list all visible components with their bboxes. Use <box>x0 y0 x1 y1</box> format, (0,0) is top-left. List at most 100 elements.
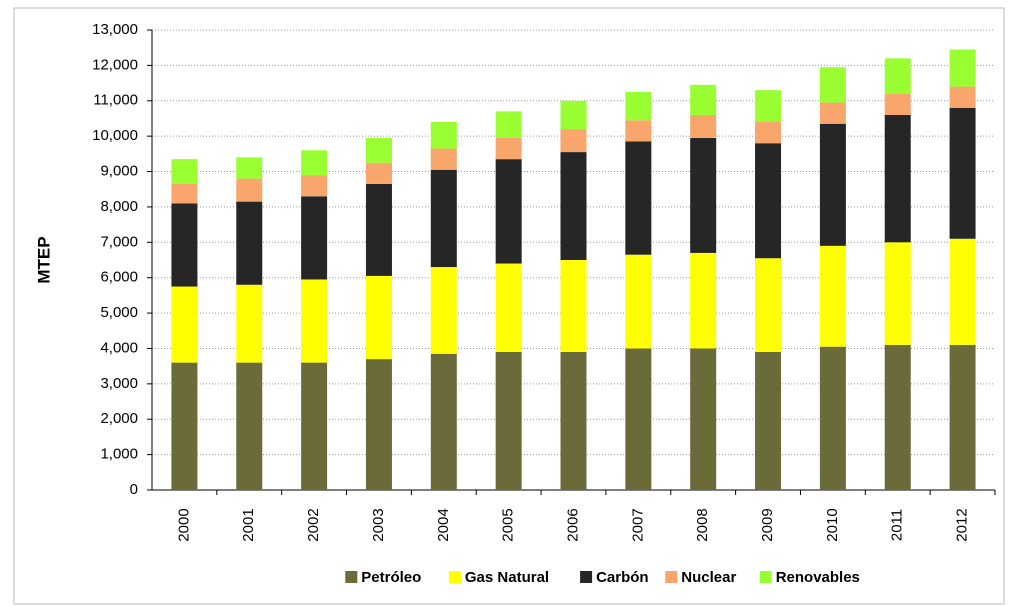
bar-segment <box>171 286 198 363</box>
x-tick-label: 2011 <box>889 509 906 541</box>
bar-segment <box>755 90 782 122</box>
bar-segment <box>819 67 846 103</box>
legend-swatch <box>345 571 358 583</box>
bar-segment <box>171 203 198 287</box>
y-tick-label: 13,000 <box>92 21 138 38</box>
bar-segment <box>236 201 263 285</box>
bar-segment <box>171 159 198 184</box>
y-tick-label: 9,000 <box>100 163 138 180</box>
y-tick-label: 11,000 <box>93 92 138 109</box>
y-tick-label: 2,000 <box>100 410 138 427</box>
y-tick-label: 5,000 <box>100 304 138 321</box>
legend-label: Petróleo <box>361 569 421 586</box>
bar-segment <box>365 359 392 490</box>
x-tick-label: 2009 <box>759 508 776 541</box>
bar-segment <box>365 162 392 184</box>
bar-segment <box>495 159 522 264</box>
x-tick-label: 2002 <box>305 508 322 541</box>
bar-segment <box>495 137 522 160</box>
bar-segment <box>819 346 846 490</box>
x-tick-label: 2005 <box>500 508 517 541</box>
bar-segment <box>819 102 846 124</box>
legend-swatch <box>580 571 593 583</box>
bar-segment <box>690 137 717 253</box>
legend-label: Carbón <box>596 569 649 586</box>
bar-segment <box>560 100 587 130</box>
bar-segment <box>236 362 263 490</box>
x-tick-label: 2008 <box>694 508 711 541</box>
bar-segment <box>690 114 717 138</box>
bar-segment <box>884 93 911 115</box>
x-tick-label: 2004 <box>435 508 452 541</box>
bar-segment <box>560 260 587 352</box>
bar-segment <box>625 120 652 142</box>
bar-segment <box>625 254 652 349</box>
bar-segment <box>690 252 717 349</box>
y-tick-label: 0 <box>130 481 138 498</box>
legend-swatch <box>448 571 461 583</box>
bar-segment <box>236 284 263 363</box>
x-tick-label: 2001 <box>240 508 257 541</box>
bar-segment <box>495 352 522 490</box>
bar-segment <box>171 183 198 204</box>
legend-label: Renovables <box>776 569 860 586</box>
x-tick-label: 2003 <box>370 508 387 541</box>
bar-segment <box>819 123 846 246</box>
bar-segment <box>949 49 976 87</box>
bar-segment <box>301 362 328 490</box>
bar-segment <box>430 353 457 490</box>
x-tick-label: 2010 <box>824 508 841 541</box>
bar-segment <box>495 111 522 138</box>
bar-segment <box>755 352 782 490</box>
bar-segment <box>560 152 587 260</box>
bar-segment <box>495 263 522 352</box>
bar-segment <box>430 122 457 149</box>
bar-segment <box>755 143 782 259</box>
bar-segment <box>755 122 782 144</box>
bar-segment <box>236 178 263 202</box>
legend-swatch <box>759 571 772 583</box>
bar-segment <box>884 242 911 345</box>
bar-segment <box>625 348 652 490</box>
bar-segment <box>365 275 392 360</box>
y-tick-label: 7,000 <box>100 233 138 250</box>
bar-segment <box>560 352 587 490</box>
x-tick-label: 2000 <box>175 508 192 541</box>
bar-segment <box>949 86 976 108</box>
x-tick-label: 2007 <box>629 508 646 541</box>
bar-segment <box>430 267 457 354</box>
y-tick-label: 12,000 <box>92 56 138 73</box>
y-tick-label: 1,000 <box>100 446 138 463</box>
bar-segment <box>884 58 911 94</box>
bar-segment <box>690 84 717 115</box>
bar-segment <box>625 141 652 255</box>
y-tick-label: 8,000 <box>100 198 138 215</box>
x-tick-label: 2012 <box>954 508 971 541</box>
bar-segment <box>365 183 392 276</box>
y-tick-label: 6,000 <box>100 269 138 286</box>
bar-segment <box>365 137 392 163</box>
y-axis-label: MTEP <box>34 236 53 283</box>
bar-segment <box>301 196 328 280</box>
bar-segment <box>301 175 328 197</box>
bar-segment <box>884 114 911 243</box>
x-tick-label: 2006 <box>564 508 581 541</box>
legend-swatch <box>665 571 678 583</box>
bar-segment <box>430 148 457 170</box>
bar-segment <box>625 91 652 121</box>
bar-segment <box>949 344 976 490</box>
bar-segment <box>560 129 587 153</box>
legend-label: Nuclear <box>681 569 736 586</box>
bar-segment <box>301 150 328 176</box>
bar-segment <box>236 157 263 179</box>
y-tick-label: 3,000 <box>100 375 138 392</box>
bar-segment <box>949 238 976 345</box>
bar-segment <box>430 169 457 268</box>
y-tick-label: 10,000 <box>92 127 138 144</box>
bar-segment <box>819 245 846 347</box>
bar-segment <box>949 107 976 239</box>
bar-segment <box>301 279 328 363</box>
legend-label: Gas Natural <box>465 569 549 586</box>
bar-segment <box>884 344 911 490</box>
